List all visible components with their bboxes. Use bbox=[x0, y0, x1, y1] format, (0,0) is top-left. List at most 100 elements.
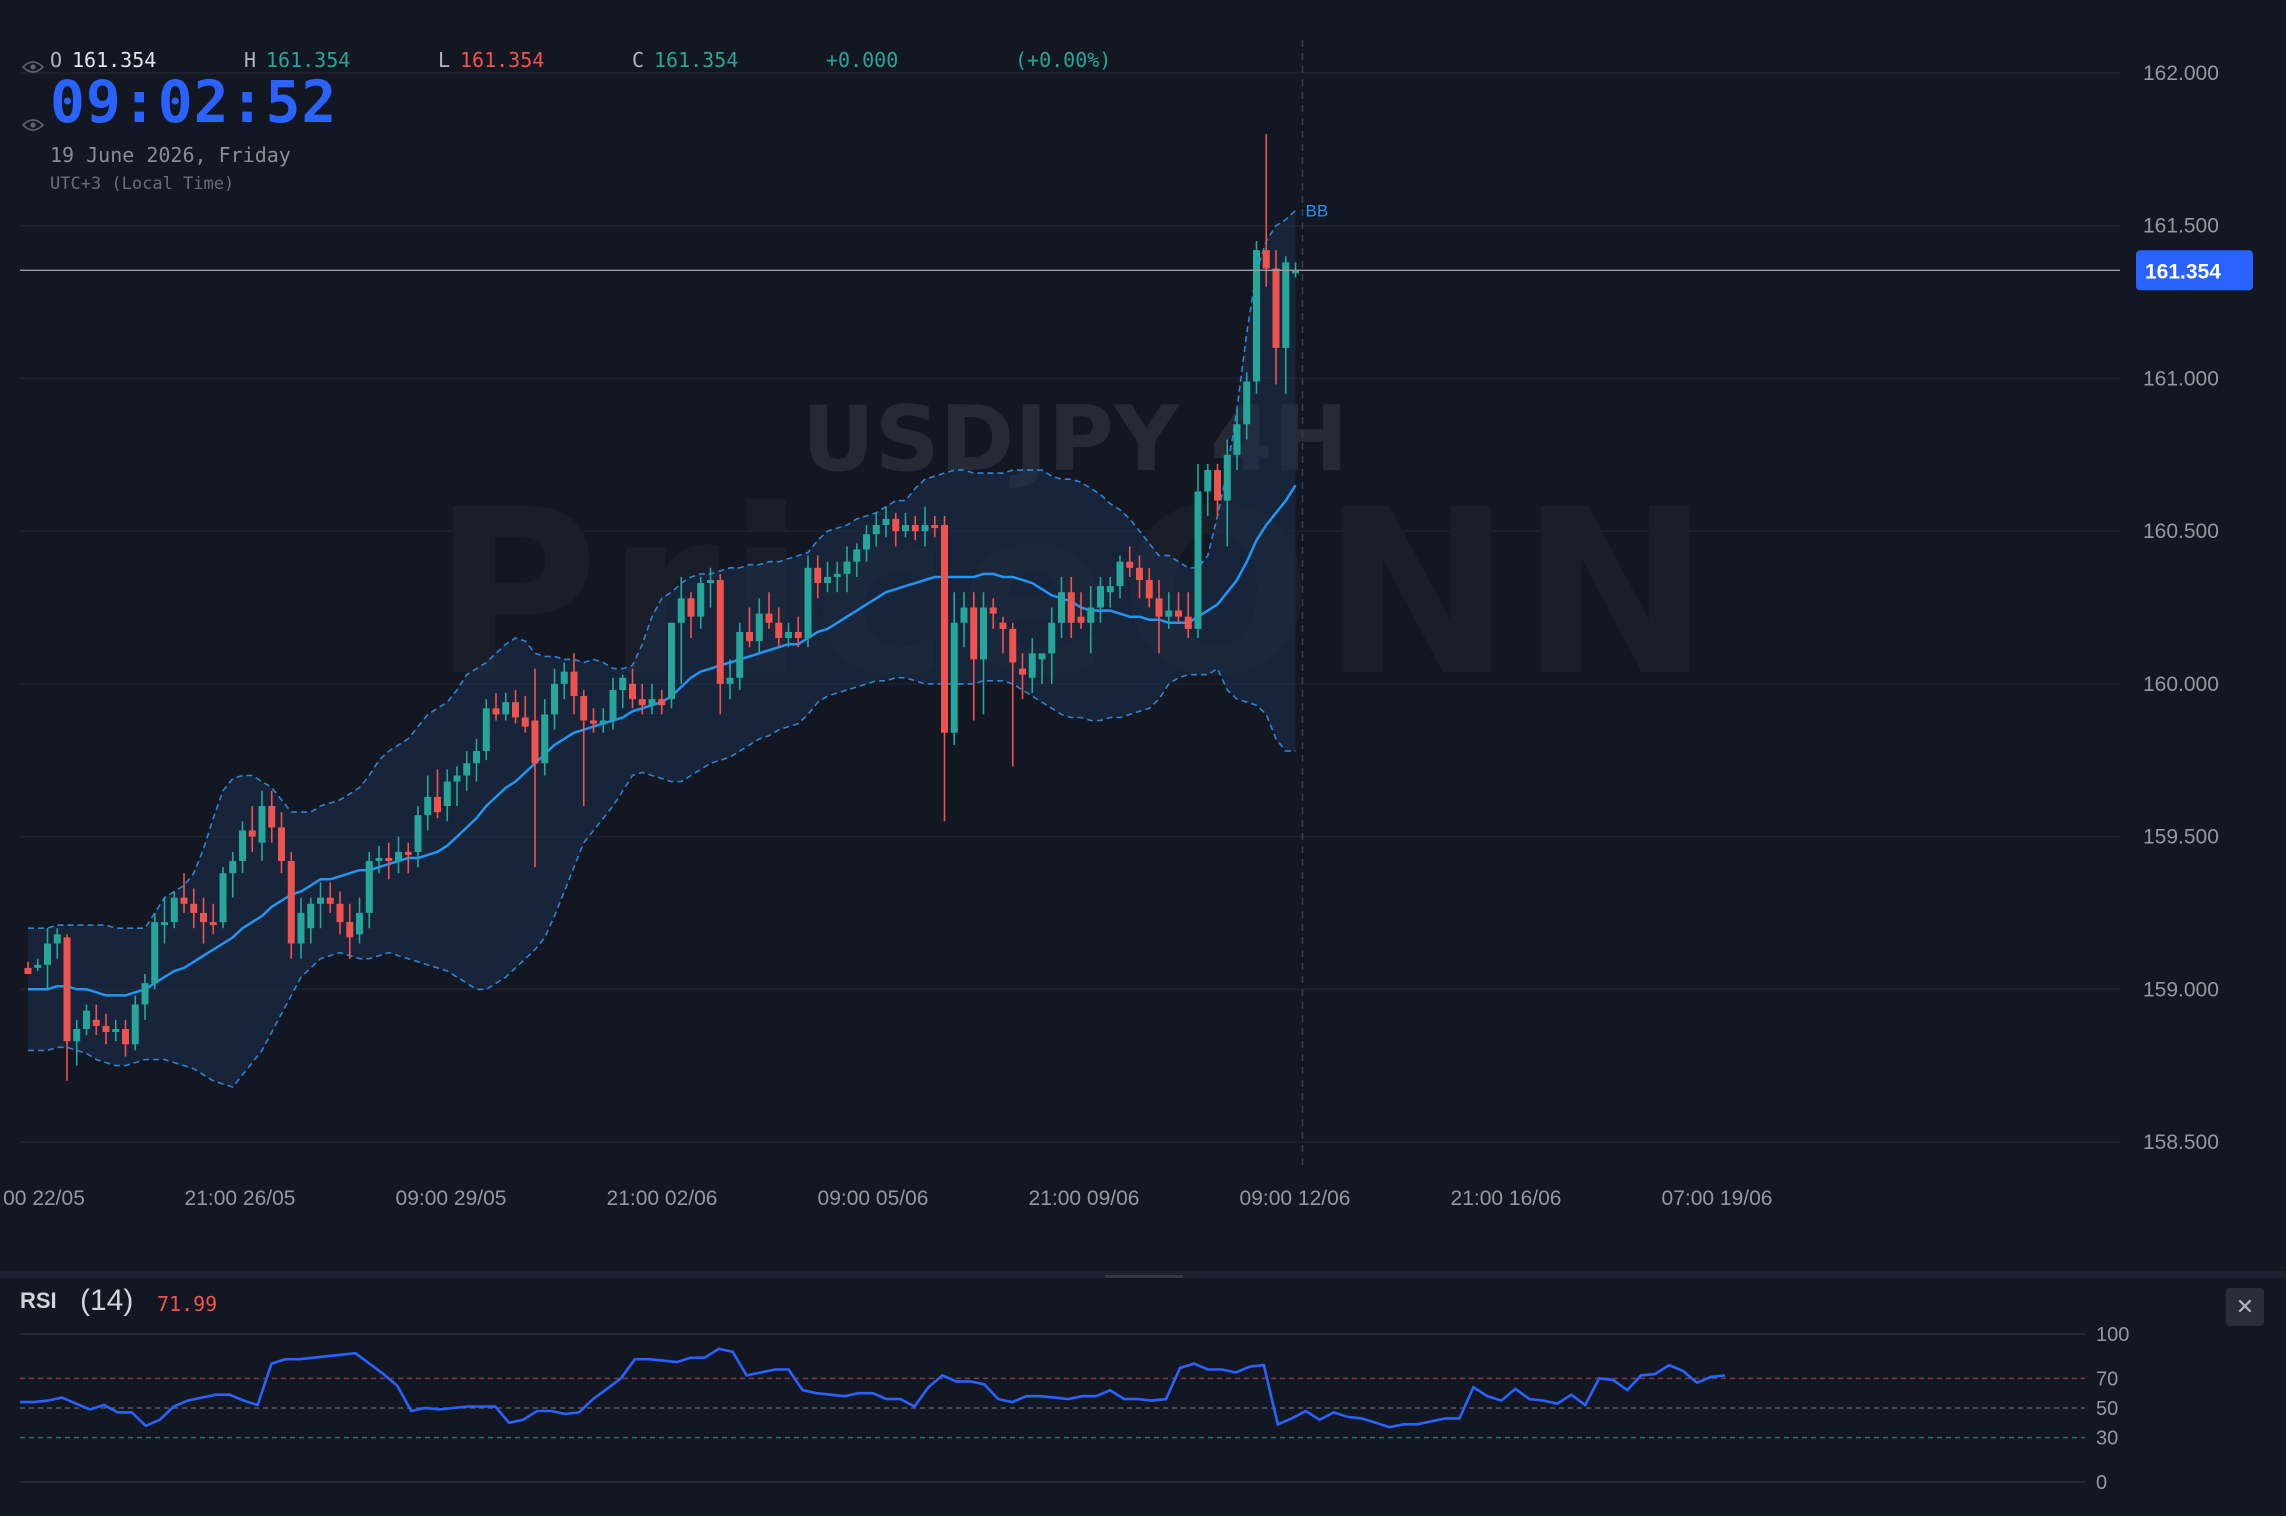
eye-icon[interactable] bbox=[22, 60, 44, 74]
candlesticks bbox=[24, 134, 1299, 1081]
candle-body bbox=[268, 806, 276, 828]
candle-body bbox=[1028, 653, 1036, 678]
candle-body bbox=[1155, 598, 1163, 617]
candle-body bbox=[287, 861, 295, 944]
candle-body bbox=[609, 689, 617, 721]
x-tick-label: 07:00 19/06 bbox=[1662, 1187, 1773, 1210]
x-tick-label: 21:00 26/05 bbox=[185, 1187, 296, 1210]
bb-upper-line bbox=[28, 209, 1297, 930]
rsi-value: 71.99 bbox=[157, 1292, 218, 1316]
candle-body bbox=[599, 720, 607, 724]
candle-body bbox=[1116, 561, 1124, 587]
change-percent: (+0.00%) bbox=[1015, 48, 1112, 72]
candle-body bbox=[775, 622, 783, 639]
candle-body bbox=[365, 861, 373, 913]
candle-body bbox=[619, 677, 627, 690]
candle-body bbox=[1087, 607, 1095, 623]
candle-body bbox=[833, 573, 841, 577]
candle-body bbox=[492, 708, 500, 715]
eye-icon[interactable] bbox=[22, 118, 44, 132]
candle-body bbox=[1048, 622, 1056, 654]
y-tick-label: 161.000 bbox=[2143, 367, 2219, 390]
candle-body bbox=[531, 720, 539, 764]
candle-body bbox=[53, 934, 61, 944]
candle-body bbox=[122, 1028, 129, 1045]
y-tick-label: 161.500 bbox=[2143, 215, 2219, 238]
candle-body bbox=[1253, 250, 1260, 382]
candle-body bbox=[697, 583, 705, 617]
candle-body bbox=[385, 857, 393, 862]
candle-body bbox=[863, 534, 870, 550]
candle-body bbox=[1136, 567, 1143, 581]
candle-body bbox=[999, 622, 1007, 629]
candle-body bbox=[872, 525, 880, 535]
candle-body bbox=[560, 671, 568, 684]
candle-body bbox=[34, 964, 42, 968]
candle-body bbox=[258, 806, 266, 843]
candle-body bbox=[902, 525, 909, 532]
candle-body bbox=[960, 607, 968, 623]
candle-body bbox=[1184, 616, 1192, 629]
rsi-pane: 100 70 50 30 0 bbox=[20, 1324, 2129, 1494]
candle-body bbox=[1038, 653, 1046, 660]
rsi-tick-label: 70 bbox=[2096, 1368, 2118, 1390]
candle-body bbox=[443, 781, 451, 807]
candle-body bbox=[521, 717, 529, 727]
candle-body bbox=[921, 525, 929, 532]
candle-body bbox=[1106, 586, 1114, 593]
close-icon[interactable]: ✕ bbox=[2226, 1288, 2264, 1326]
open-value: 161.354 bbox=[72, 48, 157, 72]
high-label: H bbox=[244, 48, 257, 72]
candle-body bbox=[580, 696, 588, 721]
candle-body bbox=[648, 699, 656, 706]
candle-body bbox=[931, 525, 939, 529]
candle-body bbox=[1214, 470, 1221, 501]
candle-body bbox=[590, 720, 597, 724]
candle-body bbox=[336, 903, 344, 923]
y-tick-label: 158.500 bbox=[2143, 1131, 2219, 1154]
x-tick-label: 21:00 02/06 bbox=[607, 1187, 718, 1210]
candle-body bbox=[151, 922, 159, 984]
y-tick-label: 159.500 bbox=[2143, 826, 2219, 849]
bb-lower-line bbox=[28, 667, 1296, 1088]
candle-body bbox=[785, 631, 792, 639]
candle-body bbox=[853, 549, 861, 562]
candle-body bbox=[424, 796, 432, 816]
candle-body bbox=[209, 922, 217, 926]
candle-body bbox=[707, 580, 714, 584]
candle-body bbox=[716, 580, 724, 684]
candle-body bbox=[1009, 628, 1017, 663]
candle-body bbox=[473, 751, 480, 764]
candle-body bbox=[1097, 586, 1104, 608]
close-label: C bbox=[632, 48, 645, 72]
candle-body bbox=[980, 607, 987, 660]
pane-resize-handle[interactable] bbox=[1105, 1275, 1183, 1278]
x-tick-label: 09:00 12/06 bbox=[1240, 1187, 1351, 1210]
candle-body bbox=[1194, 491, 1202, 629]
candle-body bbox=[658, 699, 666, 706]
candle-body bbox=[317, 897, 324, 904]
candle-body bbox=[1233, 424, 1241, 455]
bb-indicator-label: BB bbox=[1306, 201, 1329, 220]
last-price-label: 161.354 bbox=[2145, 260, 2221, 283]
candle-body bbox=[1243, 381, 1251, 425]
low-value: 161.354 bbox=[460, 48, 545, 72]
candle-body bbox=[190, 903, 198, 913]
candle-body bbox=[102, 1025, 110, 1033]
candle-body bbox=[414, 815, 422, 852]
candle-body bbox=[239, 830, 246, 862]
bb-fill bbox=[28, 210, 1296, 1087]
candle-body bbox=[941, 525, 948, 733]
candle-body bbox=[746, 631, 753, 642]
x-tick-label: 21:00 09/06 bbox=[1029, 1187, 1140, 1210]
price-overlay: 161.354 bbox=[20, 40, 2253, 1168]
candle-body bbox=[1262, 250, 1270, 269]
candle-body bbox=[92, 1019, 100, 1026]
candle-body bbox=[170, 897, 178, 923]
rsi-name: RSI bbox=[20, 1288, 57, 1313]
candle-body bbox=[356, 912, 363, 935]
candle-body bbox=[950, 622, 958, 733]
candle-body bbox=[726, 677, 734, 684]
candle-body bbox=[180, 897, 188, 904]
